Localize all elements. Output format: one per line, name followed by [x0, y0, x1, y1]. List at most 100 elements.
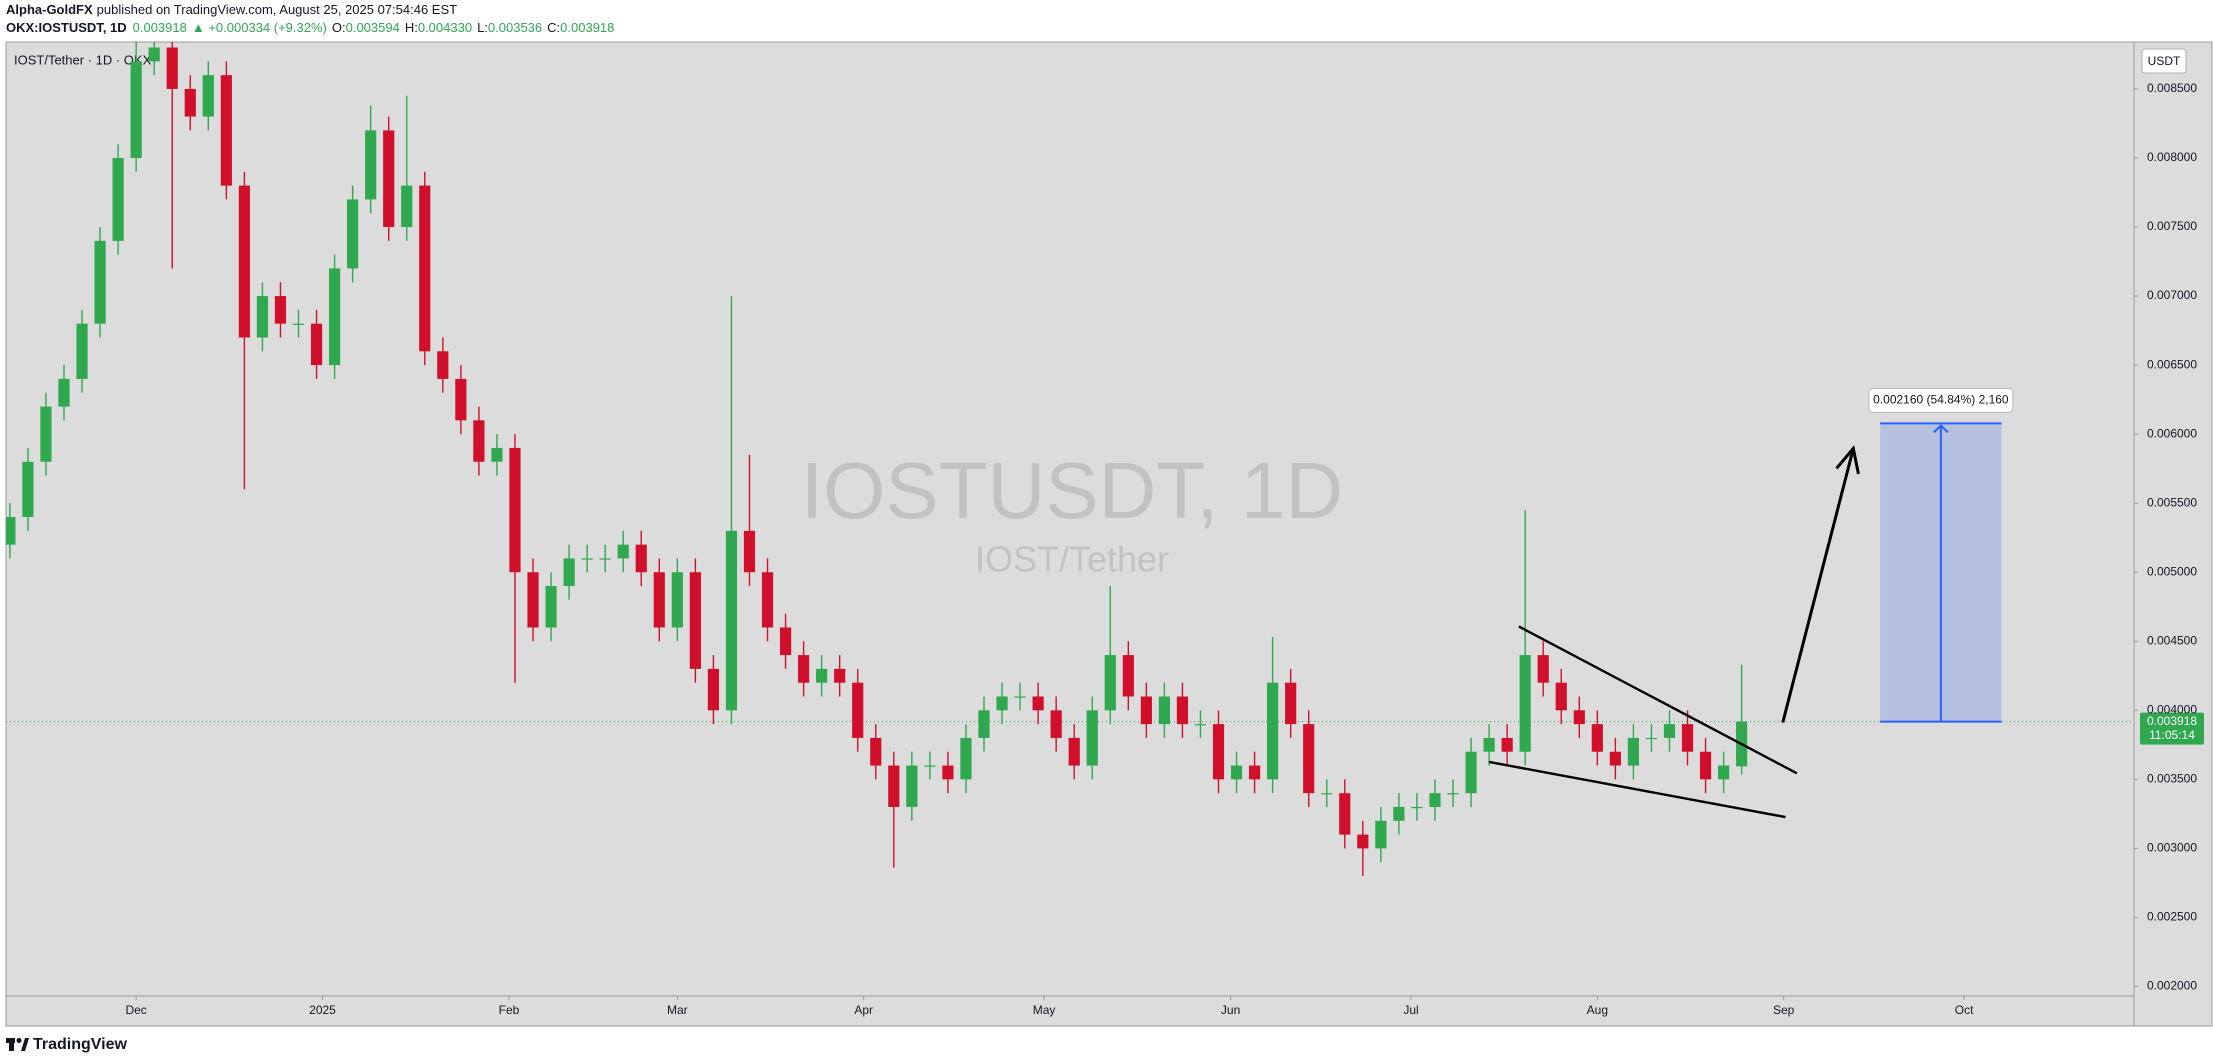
logo-mark	[16, 1038, 22, 1043]
candle-body	[76, 323, 88, 379]
candle-body	[1591, 724, 1603, 752]
candle-body	[202, 75, 214, 117]
candle-body	[1555, 682, 1567, 711]
candle-body	[563, 558, 575, 587]
candle-body	[22, 461, 34, 517]
logo: TradingView	[6, 1036, 128, 1053]
y-tick-label: 0.004000	[2147, 702, 2197, 716]
candle-body	[365, 130, 377, 200]
candle-body	[1465, 751, 1477, 794]
candle-body	[1411, 806, 1423, 809]
candle-body	[310, 323, 323, 366]
candle-body	[1321, 793, 1333, 795]
candle-body	[437, 351, 449, 379]
candle-body	[1429, 793, 1441, 807]
trendline	[1518, 625, 1798, 775]
candle-body	[347, 199, 359, 269]
candle-body	[1230, 765, 1243, 780]
candle-body	[1357, 834, 1369, 849]
x-tick-label: Jul	[1403, 1003, 1418, 1017]
candle-body	[942, 765, 954, 780]
currency-box[interactable]	[2141, 48, 2187, 74]
candle-body	[1339, 793, 1351, 835]
ohlc-value: 0.003594	[346, 20, 400, 35]
x-tick-label: Mar	[667, 1003, 688, 1017]
candle-body	[256, 296, 269, 338]
candle-body	[1537, 655, 1549, 683]
candle-body	[906, 765, 918, 807]
candle-body	[1158, 696, 1170, 725]
candle-body	[852, 682, 864, 738]
candle-body	[328, 268, 341, 366]
candle-body	[1285, 682, 1297, 725]
candle-body	[960, 737, 972, 780]
published: published on TradingView.com, August 25,…	[97, 2, 457, 17]
candle-body	[238, 185, 250, 338]
candle-body	[1014, 696, 1026, 698]
candle-body	[671, 572, 683, 628]
candle-body	[1176, 696, 1189, 725]
candle-body	[1086, 710, 1098, 766]
candle-body	[1248, 765, 1261, 780]
candle-body	[1050, 710, 1062, 738]
logo-mark	[9, 1038, 14, 1051]
x-tick-label: 2025	[309, 1003, 336, 1017]
candle-body	[1104, 655, 1116, 711]
ohlc-value: 0.003536	[488, 20, 542, 35]
ohlc-label: H:	[405, 20, 418, 35]
candle-body	[509, 447, 521, 573]
y-tick-label: 0.002500	[2147, 910, 2197, 924]
ohlc-value: 0.003918	[560, 20, 614, 35]
candle-body	[1573, 710, 1585, 725]
candle-body	[978, 710, 990, 738]
candle-body	[166, 47, 178, 89]
candle-body	[274, 296, 287, 324]
candle-body	[292, 323, 305, 325]
x-tick-label: Sep	[1773, 1003, 1795, 1017]
plot-background	[6, 42, 2134, 1026]
symbol: OKX:IOSTUSDT, 1D	[6, 20, 127, 35]
publish-line: Alpha-GoldFX published on TradingView.com…	[6, 2, 457, 17]
candle-body	[581, 558, 593, 560]
y-tick-label: 0.008500	[2147, 81, 2197, 95]
legend-text: IOST/Tether · 1D · OKX	[14, 52, 152, 67]
logo-mark	[21, 1038, 29, 1051]
x-tick-label: Jun	[1221, 1003, 1240, 1017]
candle-body	[1393, 806, 1405, 821]
candle-body	[220, 75, 232, 186]
candle-body	[527, 572, 539, 628]
candle-body	[599, 558, 611, 560]
candle-body	[130, 61, 142, 158]
candle-body	[1609, 751, 1621, 766]
symbol-line: OKX:IOSTUSDT, 1D 0.003918 ▲ +0.000334 (+9.…	[6, 20, 614, 35]
candle-body	[888, 765, 900, 807]
candle-body	[1212, 724, 1225, 780]
candle-body	[1194, 724, 1207, 726]
candle-body	[924, 765, 936, 767]
candle-body	[455, 378, 467, 421]
y-tick-label: 0.003000	[2147, 841, 2197, 855]
candle-body	[870, 737, 882, 766]
projection-arrow-head	[1933, 423, 1949, 434]
candle-body	[617, 544, 629, 559]
candle-body	[491, 447, 503, 462]
x-tick-label: Apr	[854, 1003, 873, 1017]
candle-body	[58, 378, 70, 407]
candle-body	[689, 572, 701, 669]
arrow-head	[1835, 445, 1860, 475]
candle-body	[1663, 724, 1676, 738]
y-tick-label: 0.003500	[2147, 772, 2197, 786]
candle-body	[816, 668, 828, 683]
candle-body	[1122, 655, 1134, 697]
candle-body	[545, 586, 557, 628]
candle-body	[1032, 696, 1044, 711]
arrow	[1781, 448, 1855, 723]
ohlc-value: 0.004330	[418, 20, 472, 35]
y-tick-label: 0.002000	[2147, 979, 2197, 993]
candle-body	[834, 668, 846, 683]
candle-body	[148, 47, 160, 62]
candle-body	[653, 572, 665, 628]
y-tick-label: 0.008000	[2147, 150, 2197, 164]
